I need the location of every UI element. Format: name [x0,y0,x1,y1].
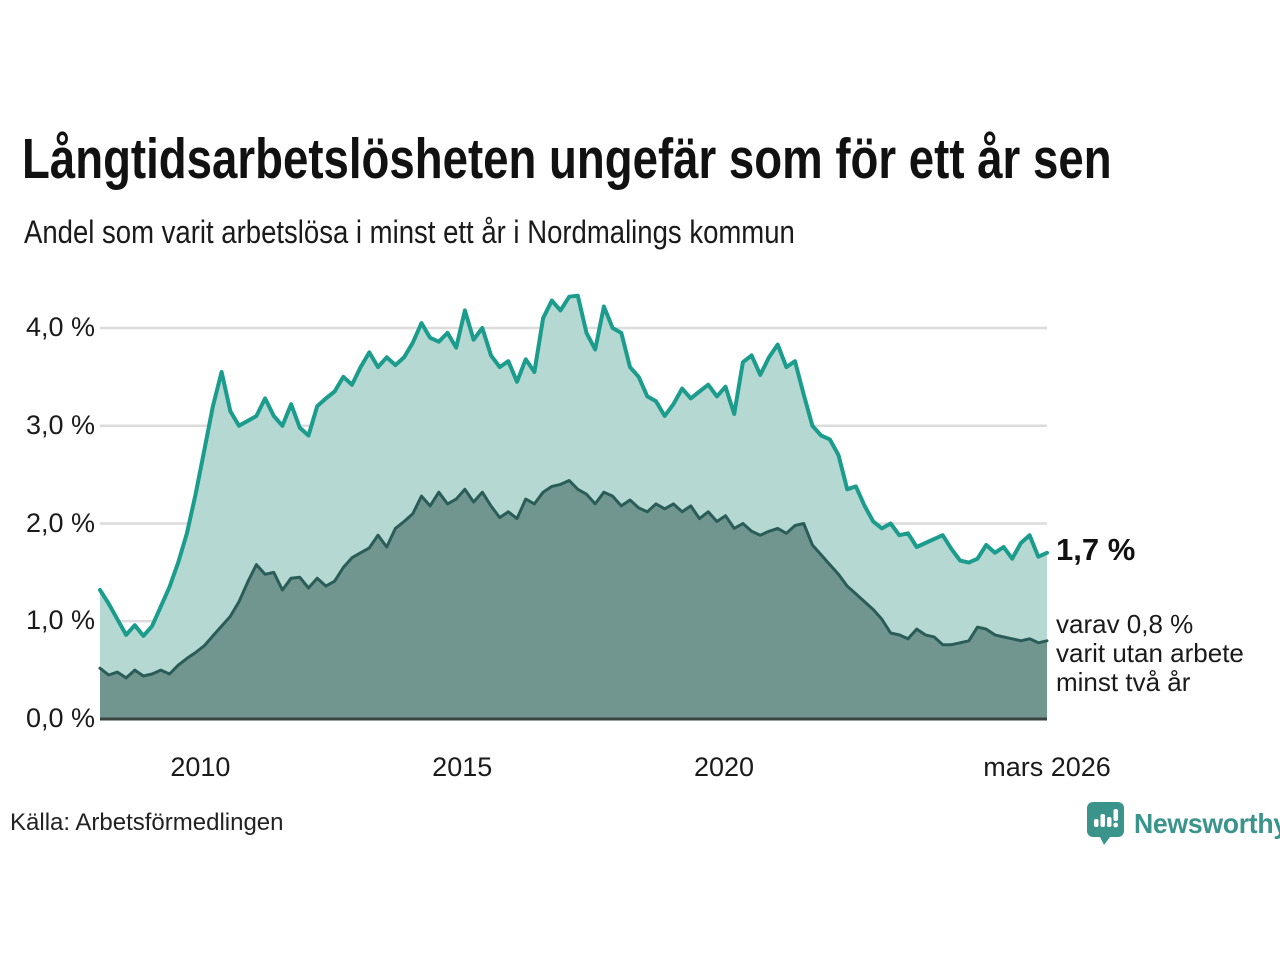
line-series-2 [98,479,1049,680]
x-tick-label: mars 2026 [983,752,1111,782]
y-tick-label: 3,0 % [25,409,95,440]
note-line-1: varav 0,8 % [1056,609,1194,639]
x-tick-label: 2010 [170,752,231,782]
y-tick-label: 2,0 % [25,507,95,538]
page-title: Långtidsarbetslösheten ungefär som för e… [22,127,1112,191]
newsworthy-brand: Newsworthy [1086,801,1280,846]
line-series-1 [98,293,1049,638]
note-line-2: varit utan arbete [1056,638,1244,668]
y-tick-label: 1,0 % [25,605,95,636]
y-tick-label: 4,0 % [25,312,95,342]
brand-name: Newsworthy [1134,807,1280,839]
x-tick-label: 2015 [432,752,493,782]
chart-subtitle: Andel som varit arbetslösa i minst ett å… [24,214,795,250]
logo-bubble-shape [1087,802,1124,845]
y-tick-label: 0,0 % [25,703,95,733]
end-value-note: varav 0,8 % varit utan arbete minst två … [1056,610,1244,697]
note-line-3: minst två år [1056,667,1191,697]
end-value-label: 1,7 % [1056,532,1136,567]
newsworthy-logo-icon [1087,802,1124,845]
source-credit: Källa: Arbetsförmedlingen [10,809,284,836]
logo-bars-glyph [1094,809,1119,828]
x-tick-label: 2020 [694,752,755,782]
